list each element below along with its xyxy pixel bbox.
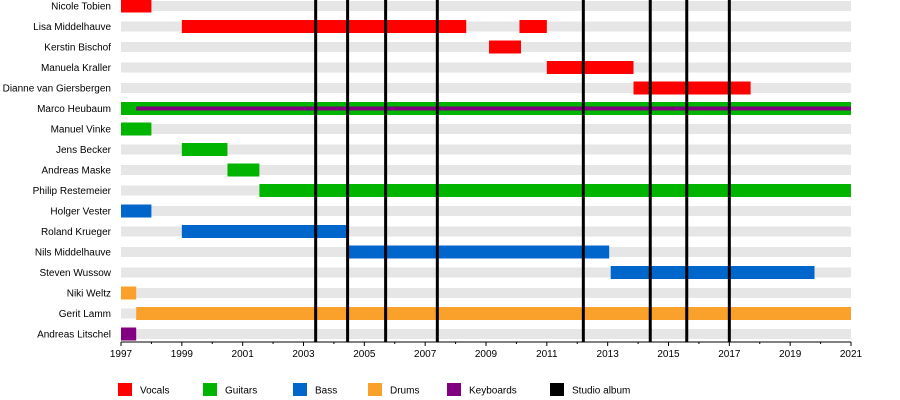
bar-guitars	[121, 122, 152, 136]
x-tick-label: 2007	[414, 349, 437, 360]
row-band	[121, 124, 851, 134]
member-name: Manuel Vinke	[51, 125, 112, 136]
row-band	[121, 21, 851, 32]
legend-label-keyboards: Keyboards	[469, 386, 517, 397]
member-name: Philip Restemeier	[33, 186, 112, 197]
x-tick-label: 2019	[779, 349, 802, 360]
bar-bass	[610, 266, 815, 279]
member-name: Jens Becker	[56, 145, 112, 156]
legend-label-guitars: Guitars	[225, 386, 257, 397]
row-band	[121, 165, 851, 175]
bar-drums	[121, 286, 137, 300]
studio-album-lines	[314, 0, 731, 342]
row-band	[121, 62, 851, 73]
x-tick-label: 2005	[353, 349, 376, 360]
member-name: Kerstin Bischof	[44, 43, 111, 54]
member-name: Niki Weltz	[67, 289, 111, 300]
bar-vocals	[519, 20, 547, 33]
x-tick-label: 2001	[232, 349, 255, 360]
bar-bass	[181, 225, 348, 238]
row-band	[121, 226, 851, 237]
bar-vocals	[181, 20, 467, 33]
membership-bars	[121, 0, 852, 341]
member-name: Dianne van Giersbergen	[3, 84, 111, 95]
member-name-labels: Nicole Tobien Lisa Middelhauve Kerstin Bis…	[3, 2, 112, 341]
legend-swatch-vocals	[118, 383, 132, 396]
legend-swatch-bass	[293, 383, 307, 396]
x-tick-label: 2013	[597, 349, 620, 360]
bar-vocals	[489, 40, 521, 54]
x-axis: 1997 1999 2001 2003 2005 2007 2009 2011 2013 2015…	[110, 341, 863, 360]
member-name: Manuela Kraller	[41, 63, 112, 74]
member-name: Holger Vester	[50, 207, 111, 218]
legend-swatch-studio_album	[550, 383, 564, 396]
member-name: Andreas Litschel	[37, 330, 111, 341]
bar-guitars	[259, 184, 851, 197]
row-band	[121, 329, 851, 339]
x-tick-label: 2015	[657, 349, 680, 360]
bar-keyboards	[121, 327, 137, 341]
member-name: Roland Krueger	[41, 227, 112, 238]
member-name: Nils Middelhauve	[35, 248, 112, 259]
member-name: Steven Wussow	[39, 268, 111, 279]
bar-vocals	[121, 0, 152, 13]
x-tick-label: 2003	[292, 349, 315, 360]
row-band	[121, 1, 851, 11]
legend-swatch-drums	[368, 383, 382, 396]
legend-label-studio_album: Studio album	[572, 386, 630, 397]
member-name: Nicole Tobien	[51, 2, 111, 13]
bar-vocals	[633, 81, 751, 95]
member-name: Lisa Middelhauve	[33, 22, 111, 33]
x-tick-label: 1999	[171, 349, 194, 360]
x-tick-label: 2011	[536, 349, 558, 360]
row-band	[121, 267, 851, 278]
x-tick-label: 1997	[110, 349, 133, 360]
legend-swatch-guitars	[203, 383, 217, 396]
x-tick-label: 2017	[718, 349, 741, 360]
row-band	[121, 206, 851, 216]
row-band	[121, 42, 851, 52]
row-band	[121, 144, 851, 155]
member-name: Gerit Lamm	[59, 309, 111, 320]
bar-bass	[347, 245, 610, 259]
row-band	[121, 83, 851, 93]
x-tick-label: 2021	[840, 349, 863, 360]
bar-vocals	[546, 61, 634, 74]
bar-guitars	[227, 163, 260, 177]
legend-swatch-keyboards	[447, 383, 461, 396]
member-name: Marco Heubaum	[37, 104, 111, 115]
legend-label-drums: Drums	[390, 386, 419, 397]
bar-drums	[136, 307, 852, 320]
legend: Vocals Guitars Bass Drums Keyboards Studio al…	[118, 383, 630, 397]
bar-bass	[121, 204, 152, 218]
row-band	[121, 288, 851, 298]
legend-label-vocals: Vocals	[140, 386, 169, 397]
bar-keyboards	[136, 106, 852, 111]
bar-guitars	[181, 143, 228, 156]
member-name: Andreas Maske	[42, 166, 112, 177]
legend-label-bass: Bass	[315, 386, 337, 397]
x-tick-label: 2009	[475, 349, 498, 360]
